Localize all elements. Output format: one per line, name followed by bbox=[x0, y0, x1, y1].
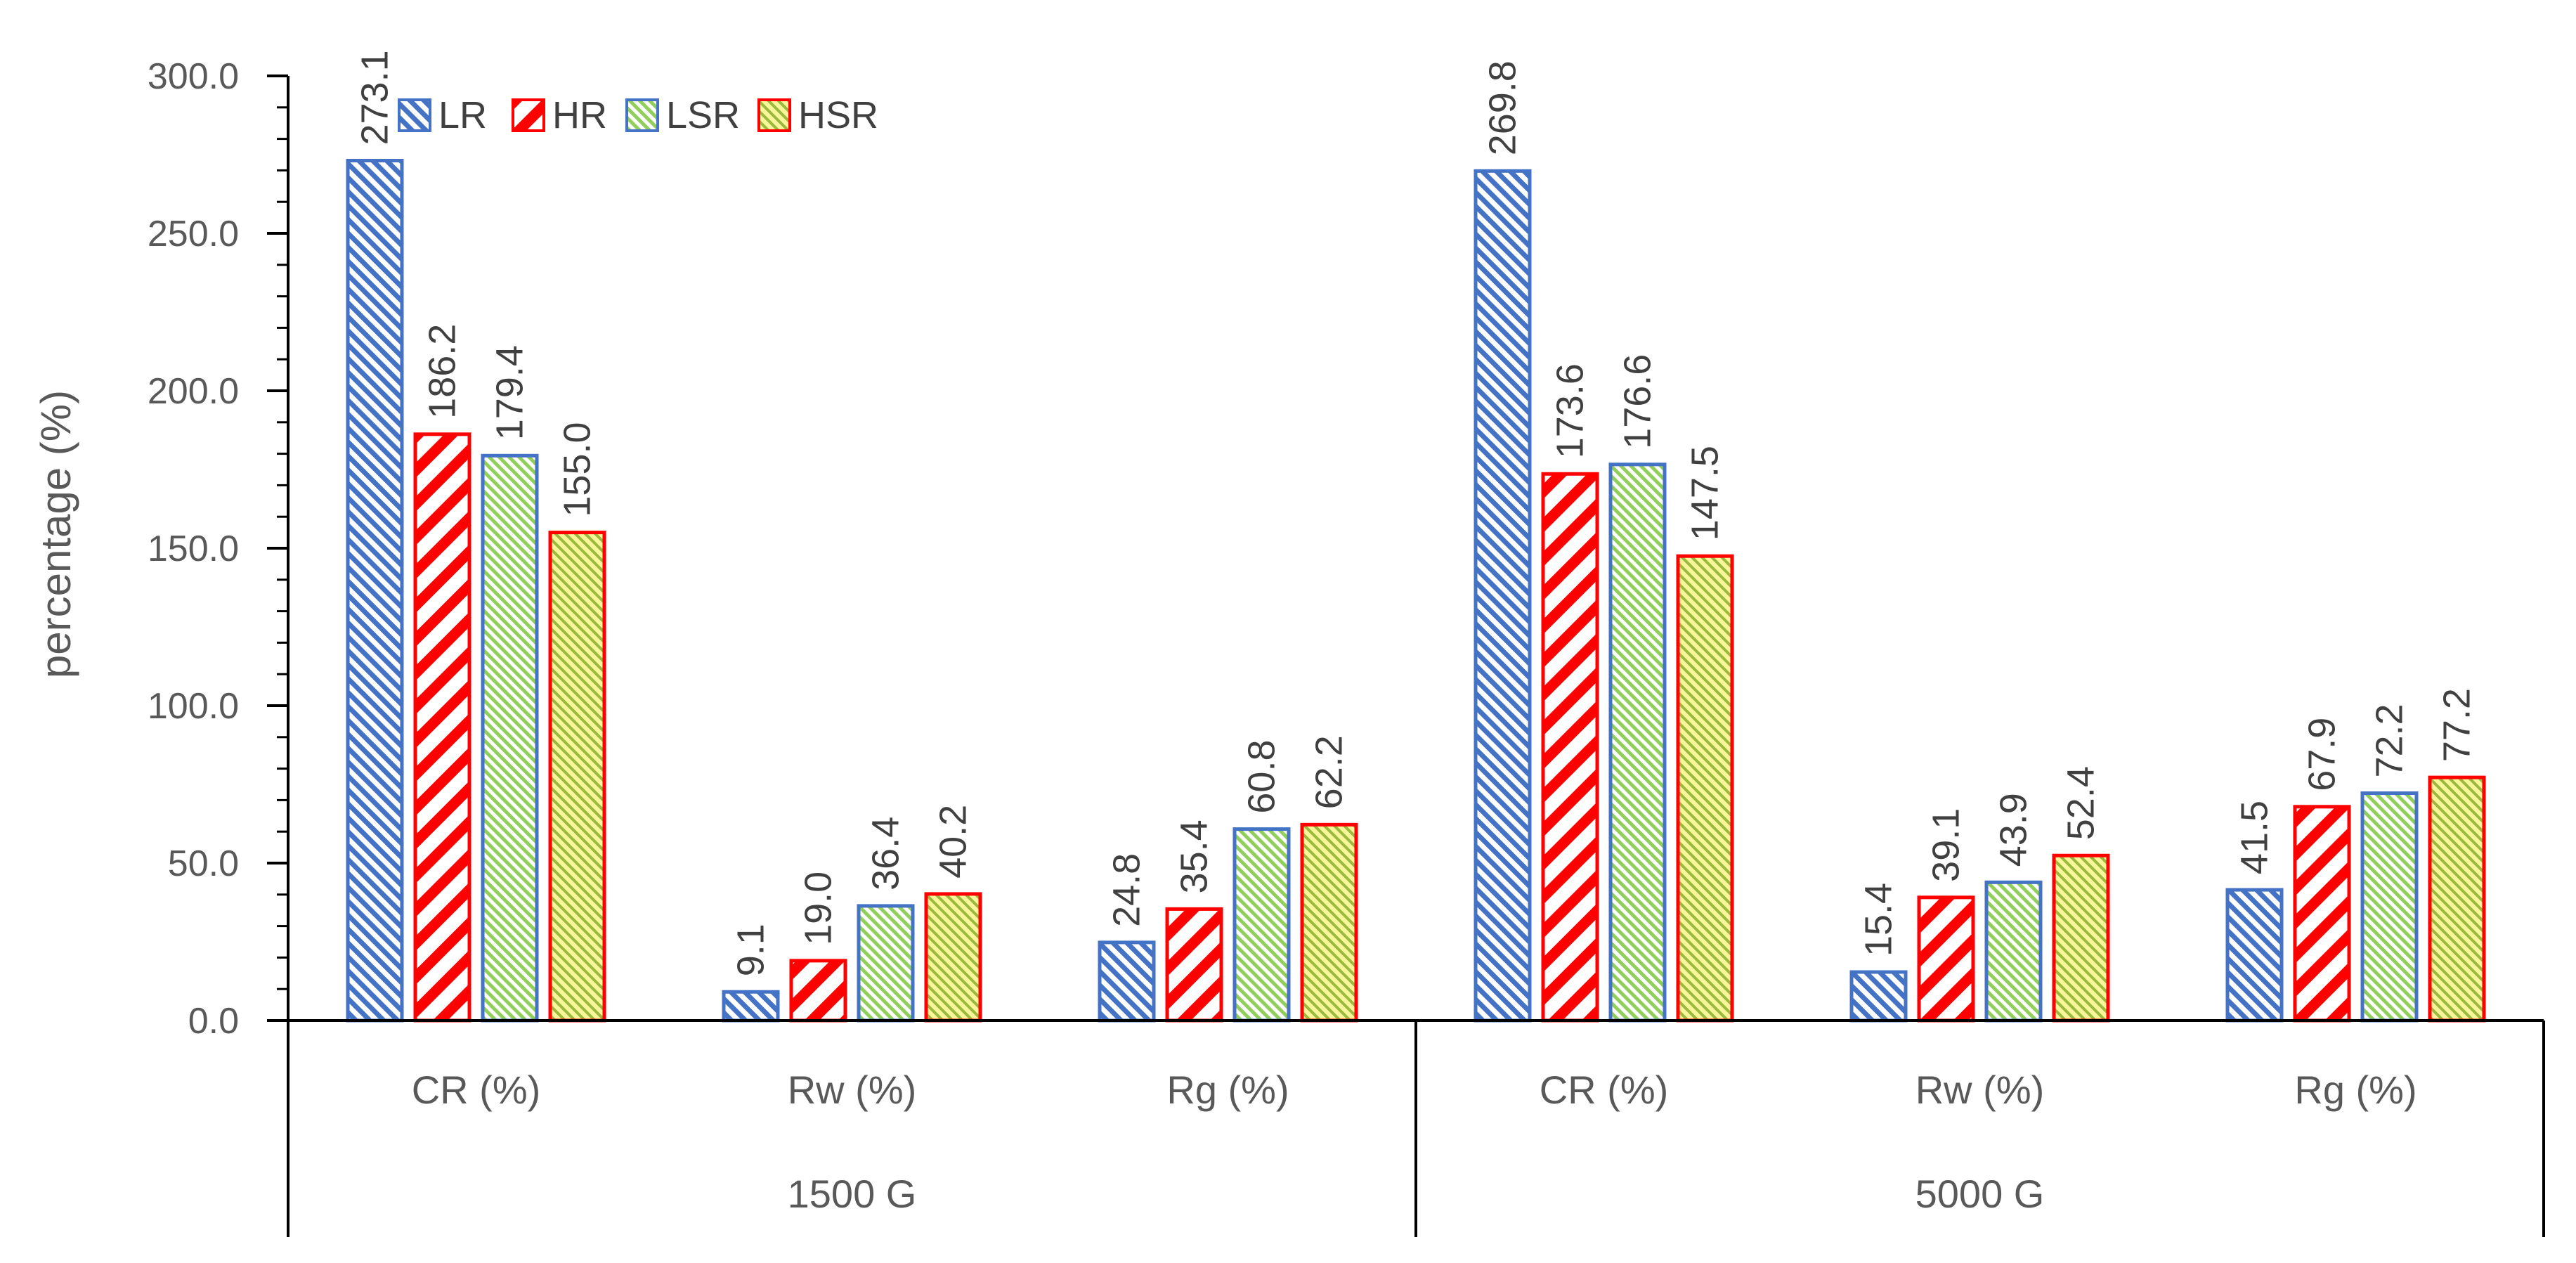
bar-lsr bbox=[1608, 462, 1667, 1023]
bar-lsr bbox=[857, 904, 915, 1023]
legend-label-hr: HR bbox=[552, 94, 607, 136]
data-label: 35.4 bbox=[1173, 820, 1216, 893]
bar-lr bbox=[722, 990, 780, 1023]
data-label: 62.2 bbox=[1308, 735, 1351, 809]
legend-swatch-hsr bbox=[757, 98, 791, 132]
x-category-label: Rg (%) bbox=[1166, 1068, 1289, 1112]
data-label: 67.9 bbox=[2301, 718, 2343, 791]
x-category-label: CR (%) bbox=[1540, 1068, 1669, 1112]
data-label: 36.4 bbox=[865, 817, 907, 890]
bar-hr bbox=[2293, 805, 2351, 1023]
bar-lsr bbox=[1232, 827, 1291, 1023]
y-tick-label: 300.0 bbox=[148, 56, 239, 97]
y-axis-title: percentage (%) bbox=[32, 390, 79, 678]
x-axis: CR (%) Rw (%) Rg (%) 1500 G CR (%) Rw (%) Rg (… bbox=[287, 1019, 2545, 1237]
data-label: 186.2 bbox=[422, 324, 464, 419]
bars: 273.1 186.2 179.4 155.0 9.1 19.0 36.4 40.2 24.8 3… bbox=[346, 50, 2486, 1023]
bar-lr bbox=[346, 159, 404, 1023]
bar-hsr bbox=[1300, 822, 1358, 1023]
bar-lr bbox=[2225, 888, 2284, 1023]
bar-hr bbox=[1165, 907, 1223, 1023]
data-label: 147.5 bbox=[1684, 446, 1726, 540]
data-label: 52.4 bbox=[2060, 766, 2102, 840]
bar-hr bbox=[413, 432, 471, 1023]
y-tick-label: 0.0 bbox=[188, 1001, 239, 1042]
bar-hr bbox=[1917, 895, 1975, 1023]
legend-label-lr: LR bbox=[438, 94, 487, 136]
bar-hsr bbox=[924, 892, 982, 1023]
data-label: 155.0 bbox=[557, 422, 599, 517]
bar-hr bbox=[1541, 472, 1599, 1023]
y-axis: 0.0 50.0 100.0 150.0 200.0 250.0 300.0 bbox=[148, 56, 290, 1042]
data-label: 269.8 bbox=[1482, 60, 1524, 155]
x-category-label: Rw (%) bbox=[788, 1068, 917, 1112]
data-label: 19.0 bbox=[798, 872, 840, 945]
data-label: 9.1 bbox=[730, 924, 772, 976]
x-group-label: 1500 G bbox=[788, 1172, 917, 1216]
legend-swatch-lsr bbox=[625, 98, 659, 132]
bar-lr bbox=[1474, 169, 1532, 1023]
data-label: 77.2 bbox=[2436, 688, 2478, 762]
data-label: 173.6 bbox=[1549, 363, 1592, 458]
bar-lsr bbox=[481, 453, 539, 1023]
bar-hr bbox=[789, 959, 847, 1023]
data-label: 176.6 bbox=[1617, 354, 1659, 449]
data-label: 41.5 bbox=[2234, 801, 2276, 874]
bar-hsr bbox=[2428, 775, 2486, 1023]
bar-lr bbox=[1849, 970, 1908, 1023]
legend-swatch-hr bbox=[512, 98, 545, 132]
x-category-label: CR (%) bbox=[412, 1068, 541, 1112]
y-tick-label: 50.0 bbox=[168, 843, 239, 884]
bar-hsr bbox=[2052, 853, 2110, 1023]
legend-label-lsr: LSR bbox=[666, 94, 740, 136]
y-tick-label: 250.0 bbox=[148, 214, 239, 254]
x-category-label: Rg (%) bbox=[2294, 1068, 2416, 1112]
data-label: 24.8 bbox=[1106, 853, 1148, 927]
data-label: 179.4 bbox=[489, 345, 531, 440]
data-label: 43.9 bbox=[1993, 793, 2035, 867]
data-label: 40.2 bbox=[932, 805, 975, 879]
y-tick-label: 100.0 bbox=[148, 686, 239, 727]
legend-swatch-lr bbox=[398, 98, 431, 132]
y-tick-label: 200.0 bbox=[148, 371, 239, 412]
x-category-label: Rw (%) bbox=[1915, 1068, 2045, 1112]
legend: LR HR LSR HSR bbox=[398, 94, 878, 136]
bar-lsr bbox=[1984, 880, 2043, 1023]
y-tick-label: 150.0 bbox=[148, 529, 239, 569]
bar-hsr bbox=[548, 531, 606, 1023]
x-group-label: 5000 G bbox=[1915, 1172, 2045, 1216]
data-label: 15.4 bbox=[1858, 883, 1900, 957]
data-label: 72.2 bbox=[2369, 704, 2411, 777]
bar-lsr bbox=[2360, 791, 2419, 1023]
data-label: 273.1 bbox=[354, 50, 396, 145]
data-label: 60.8 bbox=[1241, 740, 1283, 814]
legend-label-hsr: HSR bbox=[798, 94, 878, 136]
data-label: 39.1 bbox=[1925, 808, 1967, 882]
bar-lr bbox=[1098, 940, 1156, 1023]
bar-hsr bbox=[1676, 554, 1734, 1023]
